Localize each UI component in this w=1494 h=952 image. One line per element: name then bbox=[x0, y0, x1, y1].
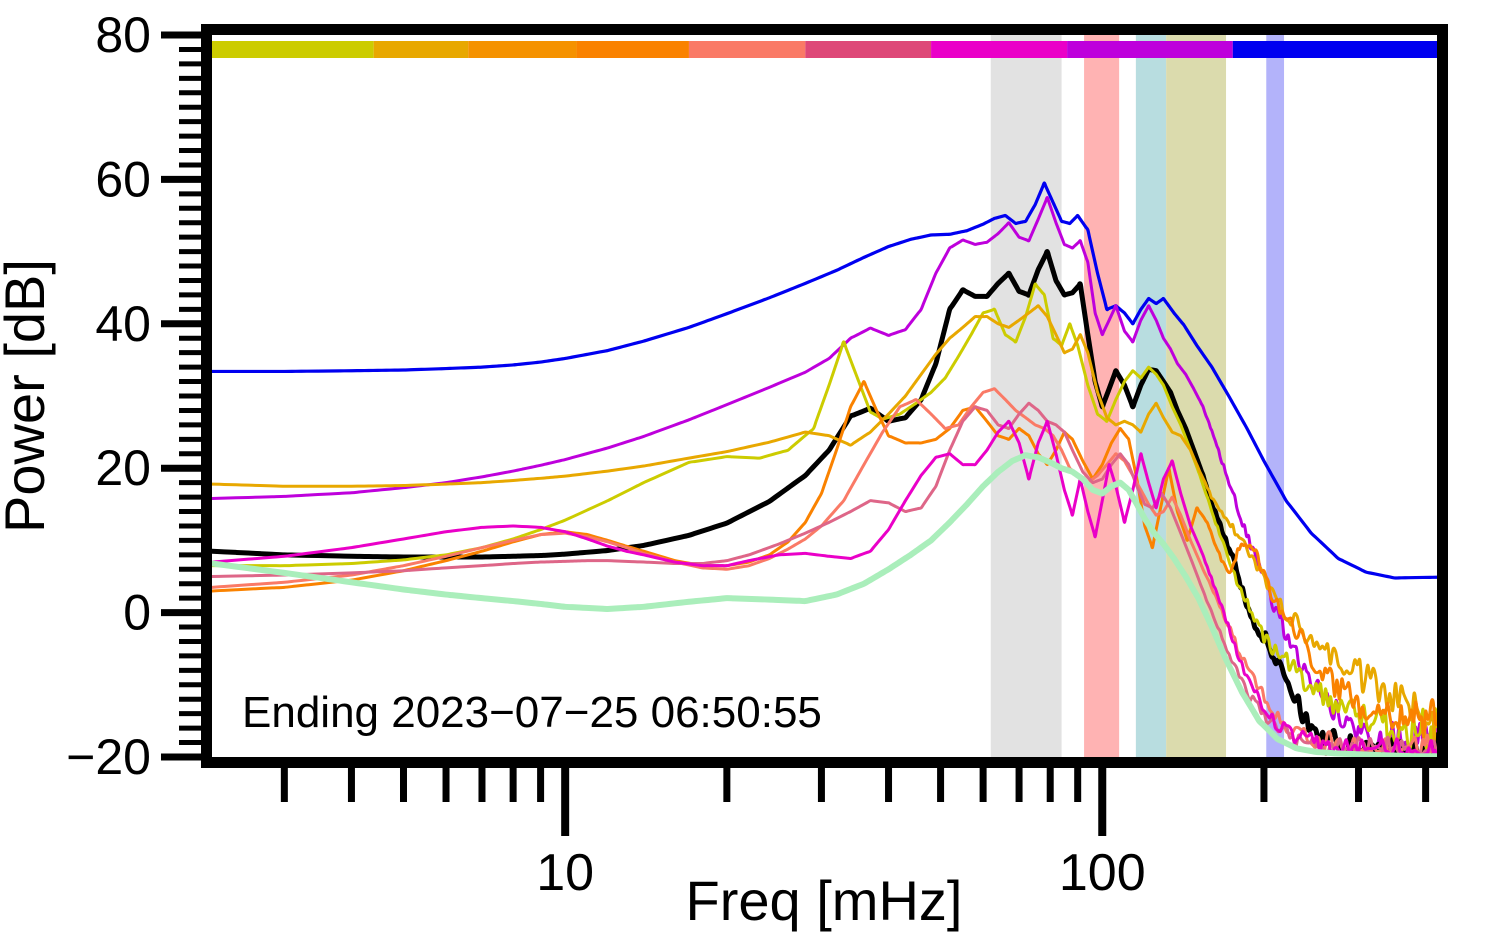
frame-top bbox=[201, 24, 1448, 35]
y-axis-title: Power [dB] bbox=[0, 259, 56, 533]
colorbar-band-1 bbox=[212, 41, 374, 58]
x-tick-label: 10 bbox=[536, 844, 594, 902]
x-axis-title: Freq [mHz] bbox=[686, 869, 963, 932]
frame-bottom bbox=[201, 757, 1448, 768]
band-lightblue bbox=[1135, 35, 1167, 757]
y-tick-label: −20 bbox=[66, 729, 151, 785]
frequency-colorbar bbox=[212, 41, 1437, 58]
colorbar-band-2 bbox=[373, 41, 469, 58]
axis-tick-labels: −20 0 20 40 60 80 10 100 bbox=[66, 7, 1145, 902]
y-tick-label: 60 bbox=[95, 151, 151, 207]
series-salmon-trace bbox=[212, 387, 1437, 757]
colorbar-band-9 bbox=[1232, 41, 1437, 58]
axis-ticks bbox=[161, 31, 1430, 836]
colorbar-band-6 bbox=[805, 41, 932, 58]
series-lightgreen-trace bbox=[212, 452, 1437, 757]
y-tick-label: 0 bbox=[123, 585, 151, 641]
series-goldenrod-trace bbox=[212, 304, 1437, 744]
frame-left bbox=[201, 24, 212, 768]
ending-timestamp-annotation: Ending 2023−07−25 06:50:55 bbox=[242, 688, 822, 737]
colorbar-band-5 bbox=[688, 41, 806, 58]
colorbar-band-7 bbox=[931, 41, 1068, 58]
colorbar-band-3 bbox=[468, 41, 577, 58]
series-orange-trace bbox=[212, 380, 1437, 739]
y-tick-label: 80 bbox=[95, 7, 151, 63]
y-tick-label: 20 bbox=[95, 440, 151, 496]
series-blue-reference bbox=[212, 181, 1437, 580]
series-purple-trace bbox=[212, 195, 1437, 757]
x-tick-label: 100 bbox=[1059, 844, 1146, 902]
series-black-mean bbox=[212, 249, 1437, 757]
frame-right bbox=[1437, 24, 1448, 768]
y-tick-label: 40 bbox=[95, 296, 151, 352]
colorbar-band-4 bbox=[576, 41, 689, 58]
spectrum-series-group bbox=[212, 181, 1437, 757]
colorbar-band-8 bbox=[1067, 41, 1233, 58]
band-periwinkle bbox=[1266, 35, 1285, 757]
plot-frame bbox=[201, 24, 1448, 768]
series-magenta-trace bbox=[212, 419, 1437, 757]
series-dark-yellow-trace bbox=[212, 282, 1437, 751]
